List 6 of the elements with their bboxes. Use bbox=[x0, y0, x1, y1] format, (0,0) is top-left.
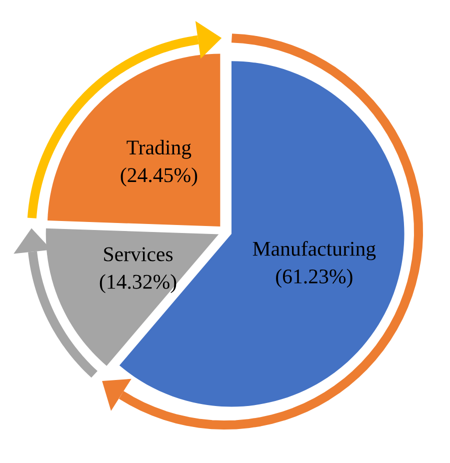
slice-label: Trading bbox=[126, 140, 192, 159]
slice-label: Services bbox=[104, 247, 173, 262]
slice-label: Manufacturing bbox=[252, 240, 376, 260]
data-label: (14.32%) bbox=[100, 274, 176, 294]
data-label: (24.45%) bbox=[120, 168, 198, 186]
data-label: (61.23%) bbox=[276, 268, 352, 288]
